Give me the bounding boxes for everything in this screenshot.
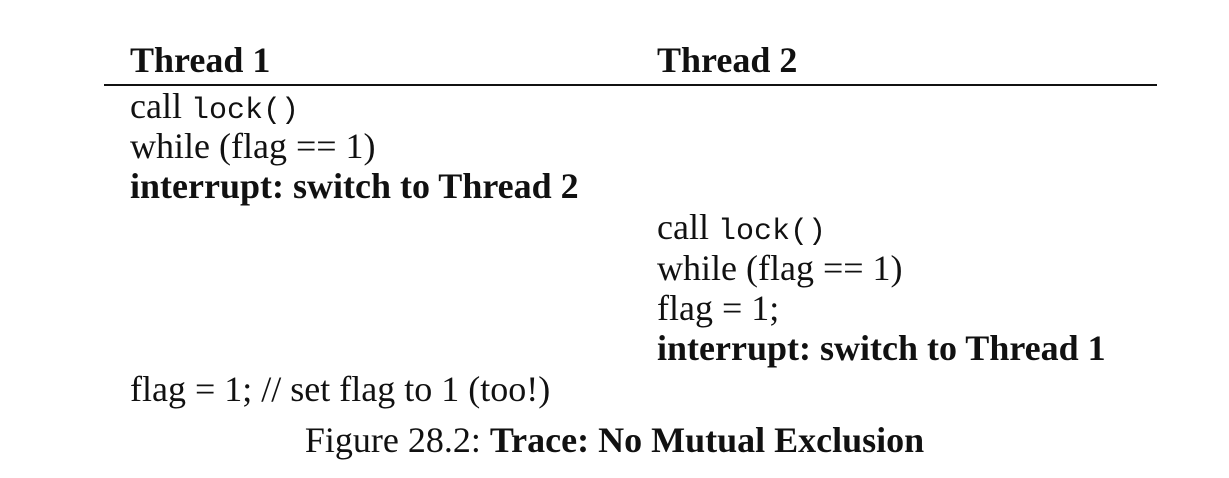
trace-row-3-interrupt: interrupt: switch to Thread 2 bbox=[130, 166, 579, 206]
thread1-call-text: call bbox=[130, 86, 191, 126]
trace-row-7-interrupt: interrupt: switch to Thread 1 bbox=[657, 328, 1106, 368]
thread2-header: Thread 2 bbox=[657, 40, 798, 80]
caption-label: Figure 28.2: bbox=[304, 420, 490, 460]
trace-row-6: flag = 1; bbox=[657, 288, 780, 328]
thread1-lock-code: lock() bbox=[190, 94, 299, 128]
trace-row-1: call lock() bbox=[130, 86, 299, 131]
trace-row-8: flag = 1; // set flag to 1 (too!) bbox=[130, 369, 551, 409]
thread1-header: Thread 1 bbox=[130, 40, 271, 80]
header-rule bbox=[104, 84, 1157, 86]
thread2-lock-code: lock() bbox=[717, 215, 826, 249]
trace-row-4: call lock() bbox=[657, 207, 826, 252]
figure-caption: Figure 28.2: Trace: No Mutual Exclusion bbox=[0, 420, 1229, 460]
trace-row-2: while (flag == 1) bbox=[130, 126, 376, 166]
trace-row-5: while (flag == 1) bbox=[657, 248, 903, 288]
thread2-call-text: call bbox=[657, 207, 718, 247]
caption-title: Trace: No Mutual Exclusion bbox=[489, 420, 925, 460]
